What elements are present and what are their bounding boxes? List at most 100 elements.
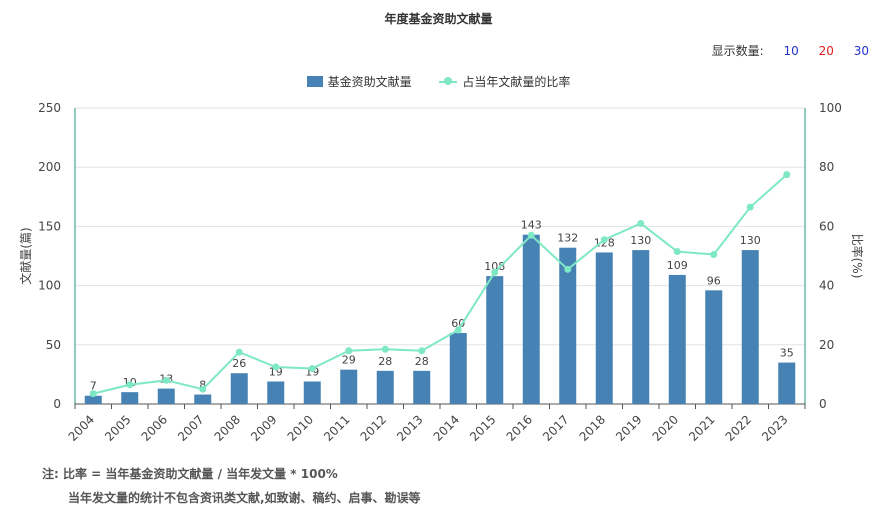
bar-value-label: 8 xyxy=(199,379,206,392)
chart-legend: 基金资助文献量 占当年文献量的比率 xyxy=(0,73,877,90)
x-tick-label: 2022 xyxy=(723,412,754,443)
x-tick-label: 2016 xyxy=(504,412,535,443)
bar xyxy=(632,250,650,404)
ratio-point xyxy=(564,265,572,273)
bar xyxy=(741,250,759,404)
bar-value-label: 109 xyxy=(667,259,688,272)
y2-tick-label: 100 xyxy=(819,101,842,115)
chart-title: 年度基金资助文献量 xyxy=(384,12,493,26)
ratio-point xyxy=(600,236,608,244)
bar-swatch-icon xyxy=(306,76,323,87)
bar-value-label: 19 xyxy=(269,366,283,379)
y-axis-title: 文献量(篇) xyxy=(18,227,33,284)
x-tick-label: 2014 xyxy=(431,412,462,443)
bar xyxy=(778,362,796,404)
bar xyxy=(522,234,540,404)
footnote-ratio-formula: 注: 比率 = 当年基金资助文献量 / 当年发文量 * 100% xyxy=(42,467,338,481)
bar xyxy=(376,370,394,404)
ratio-point xyxy=(491,268,499,276)
bar xyxy=(705,290,723,404)
bar-value-label: 96 xyxy=(707,274,721,287)
legend-line-label: 占当年文献量的比率 xyxy=(462,75,571,89)
ratio-point xyxy=(783,171,791,179)
ratio-point xyxy=(527,231,535,239)
bar-value-label: 28 xyxy=(378,355,392,368)
y-tick-label: 50 xyxy=(46,338,61,352)
bar xyxy=(157,388,175,404)
x-tick-label: 2013 xyxy=(394,412,425,443)
ratio-point xyxy=(89,390,97,398)
bar xyxy=(668,274,686,404)
bar xyxy=(449,332,467,404)
y2-axis-title: 比率(%) xyxy=(850,234,865,279)
count-selector-label: 显示数量: xyxy=(711,44,764,58)
bar-value-label: 130 xyxy=(630,234,651,247)
x-tick-label: 2021 xyxy=(686,412,717,443)
x-tick-label: 2012 xyxy=(358,412,389,443)
count-option-30[interactable]: 30 xyxy=(853,44,869,58)
x-tick-label: 2017 xyxy=(540,412,571,443)
ratio-point xyxy=(126,381,134,389)
x-tick-label: 2018 xyxy=(577,412,608,443)
ratio-point xyxy=(418,347,426,355)
legend-item-bar[interactable]: 基金资助文献量 xyxy=(306,73,412,90)
bar xyxy=(121,392,139,404)
y-tick-label: 0 xyxy=(53,397,61,411)
bar xyxy=(595,252,613,404)
ratio-point xyxy=(162,376,170,384)
x-tick-label: 2010 xyxy=(285,412,316,443)
footnote-count-rule: 当年发文量的统计不包含资讯类文献,如致谢、稿约、启事、勘误等 xyxy=(68,491,421,505)
y2-tick-label: 40 xyxy=(819,279,834,293)
bar-value-label: 108 xyxy=(484,260,505,273)
bar xyxy=(413,370,431,404)
ratio-point xyxy=(381,345,389,353)
bar xyxy=(267,381,285,404)
ratio-point xyxy=(235,348,243,356)
line-swatch-icon xyxy=(439,76,458,87)
bar-value-label: 132 xyxy=(557,232,578,245)
bar-value-label: 29 xyxy=(342,354,356,367)
y-tick-label: 150 xyxy=(38,219,61,233)
x-tick-label: 2006 xyxy=(139,412,170,443)
count-selector: 显示数量: 10 20 30 xyxy=(712,42,869,59)
x-tick-label: 2019 xyxy=(613,412,644,443)
bar-value-label: 130 xyxy=(740,234,761,247)
bar-value-label: 28 xyxy=(415,355,429,368)
bar xyxy=(486,276,504,404)
bar xyxy=(340,369,358,404)
y-tick-label: 200 xyxy=(38,160,61,174)
x-tick-label: 2005 xyxy=(102,412,133,443)
count-option-10[interactable]: 10 xyxy=(783,44,799,58)
x-tick-label: 2011 xyxy=(321,412,352,443)
y-tick-label: 100 xyxy=(38,279,61,293)
ratio-point xyxy=(454,326,462,334)
y-tick-label: 250 xyxy=(38,101,61,115)
bar-value-label: 35 xyxy=(780,347,794,360)
bar xyxy=(303,381,321,404)
bar xyxy=(194,394,212,404)
y2-tick-label: 80 xyxy=(819,160,834,174)
count-option-20[interactable]: 20 xyxy=(818,44,834,58)
ratio-point xyxy=(199,385,207,393)
ratio-line xyxy=(93,173,788,395)
bar xyxy=(559,247,577,404)
ratio-point xyxy=(345,347,353,355)
y2-tick-label: 60 xyxy=(819,219,834,233)
ratio-point xyxy=(710,251,718,259)
x-tick-label: 2008 xyxy=(212,412,243,443)
ratio-point xyxy=(746,203,754,211)
legend-item-line[interactable]: 占当年文献量的比率 xyxy=(439,73,570,90)
x-tick-label: 2004 xyxy=(66,412,97,443)
ratio-point xyxy=(272,363,280,371)
x-tick-label: 2015 xyxy=(467,412,498,443)
legend-bar-label: 基金资助文献量 xyxy=(327,75,412,89)
y2-tick-label: 0 xyxy=(819,397,827,411)
bar-value-label: 143 xyxy=(521,219,542,232)
x-tick-label: 2007 xyxy=(175,412,206,443)
ratio-point xyxy=(637,219,645,227)
y2-tick-label: 20 xyxy=(819,338,834,352)
x-tick-label: 2009 xyxy=(248,412,279,443)
x-tick-label: 2020 xyxy=(650,412,681,443)
ratio-point xyxy=(308,364,316,372)
